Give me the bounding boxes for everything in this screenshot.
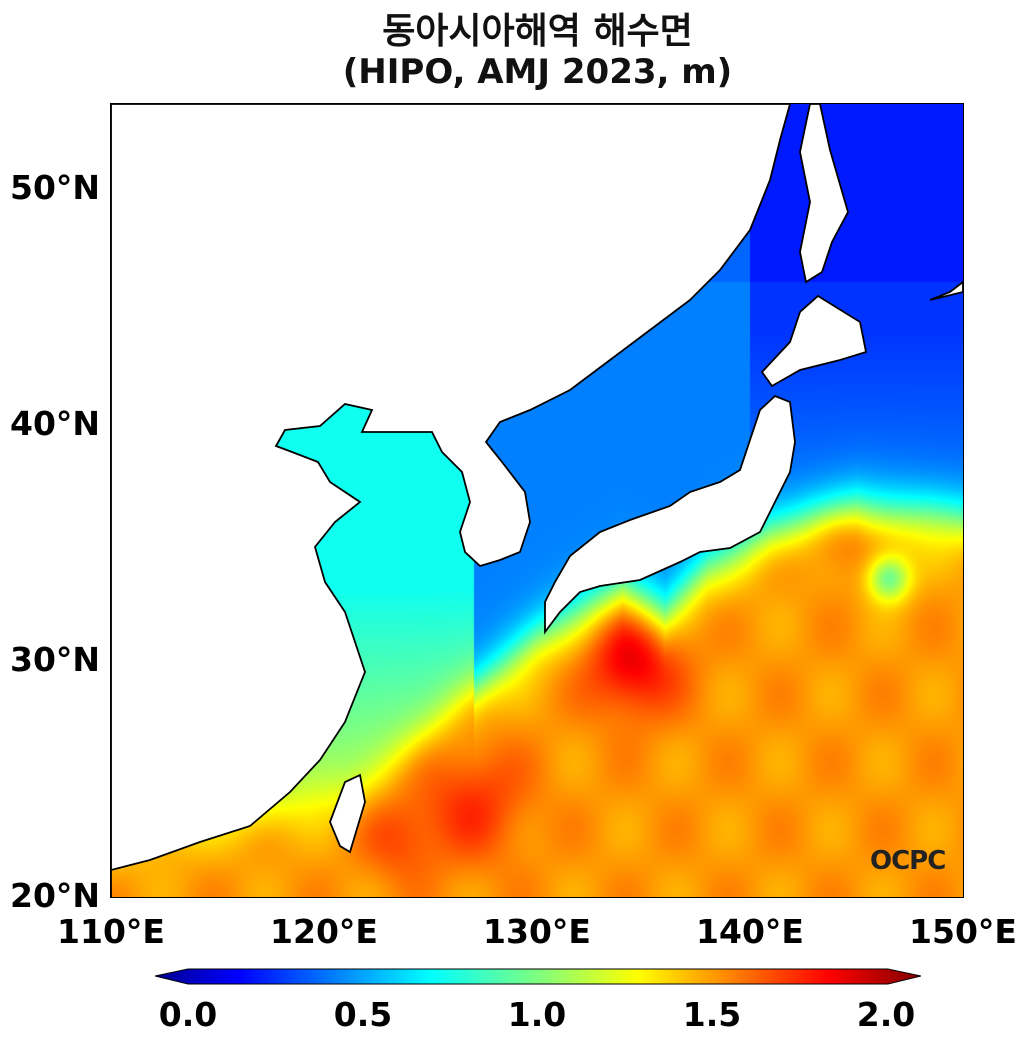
map-frame [110,103,964,898]
colorbar [155,968,921,985]
colorbar-label: 1.0 [507,995,567,1034]
y-tick-label: 40°N [10,404,101,443]
japan-hokkaido [760,294,868,388]
x-tick-label: 120°E [270,912,378,951]
y-tick-label: 50°N [10,168,101,207]
colorbar-label: 2.0 [856,995,916,1034]
x-tick-label: 150°E [909,912,1017,951]
land-mask [111,104,963,897]
asia-continent [111,104,791,897]
taiwan [329,773,366,854]
x-tick-label: 140°E [696,912,804,951]
y-tick-label: 30°N [10,640,101,679]
title-line-2: (HIPO, AMJ 2023, m) [342,52,733,92]
sakhalin [799,104,849,284]
x-tick-label: 110°E [57,912,165,951]
y-tick-label: 20°N [10,876,101,915]
japan-honshu-kyushu [544,394,796,635]
colorbar-label: 0.5 [333,995,393,1034]
x-tick-label: 130°E [483,912,591,951]
title-line-1: 동아시아해역 해수면 [382,11,693,52]
colorbar-label: 0.0 [158,995,218,1034]
ocpc-logo: OCPC [870,846,946,876]
colorbar-label: 1.5 [682,995,742,1034]
kamchatka-kurils [929,280,963,301]
